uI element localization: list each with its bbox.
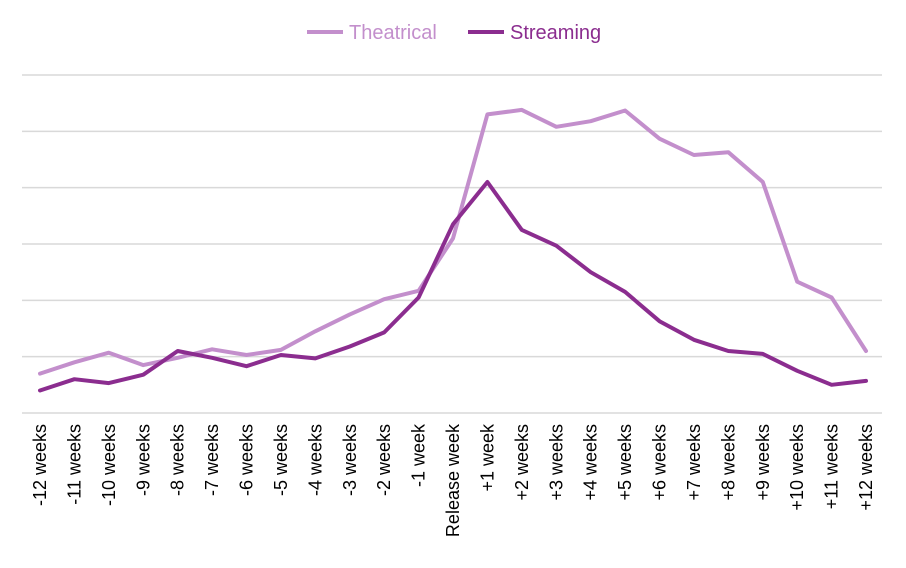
x-tick-label: +12 weeks [856, 424, 876, 511]
x-axis-tick-labels: -12 weeks -11 weeks -10 weeks -9 weeks -8 we… [30, 423, 876, 537]
x-tick-label: +4 weeks [581, 424, 601, 501]
x-tick-label: +8 weeks [718, 424, 738, 501]
gridlines [22, 74, 882, 414]
x-tick-label: +10 weeks [787, 424, 807, 511]
series-line-streaming [38, 180, 868, 393]
series-line-theatrical [38, 107, 868, 376]
series-layer [38, 107, 868, 393]
x-tick-label: -6 weeks [237, 424, 257, 496]
x-tick-label: -3 weeks [340, 424, 360, 496]
x-tick-label: +1 week [477, 423, 497, 492]
x-tick-label: +7 weeks [684, 424, 704, 501]
x-tick-label: -10 weeks [99, 424, 119, 506]
legend: Theatrical Streaming [307, 22, 601, 44]
x-tick-label: -4 weeks [305, 424, 325, 496]
x-tick-label: -5 weeks [271, 424, 291, 496]
x-tick-label: -1 week [409, 423, 429, 487]
x-tick-label: +3 weeks [546, 424, 566, 501]
x-tick-label: +11 weeks [822, 424, 842, 509]
legend-label-streaming: Streaming [510, 22, 601, 44]
x-tick-label: +9 weeks [753, 424, 773, 501]
x-tick-label: -9 weeks [133, 424, 153, 496]
x-tick-label: -2 weeks [374, 424, 394, 496]
x-tick-label: +2 weeks [512, 424, 532, 501]
x-tick-label: -7 weeks [202, 424, 222, 496]
legend-label-theatrical: Theatrical [349, 22, 437, 44]
x-tick-label: -11 weeks [64, 424, 84, 505]
x-tick-label: -8 weeks [168, 424, 188, 496]
x-tick-label: +6 weeks [650, 424, 670, 501]
x-tick-label: Release week [443, 423, 463, 537]
x-tick-label: -12 weeks [30, 424, 50, 506]
x-tick-label: +5 weeks [615, 424, 635, 501]
